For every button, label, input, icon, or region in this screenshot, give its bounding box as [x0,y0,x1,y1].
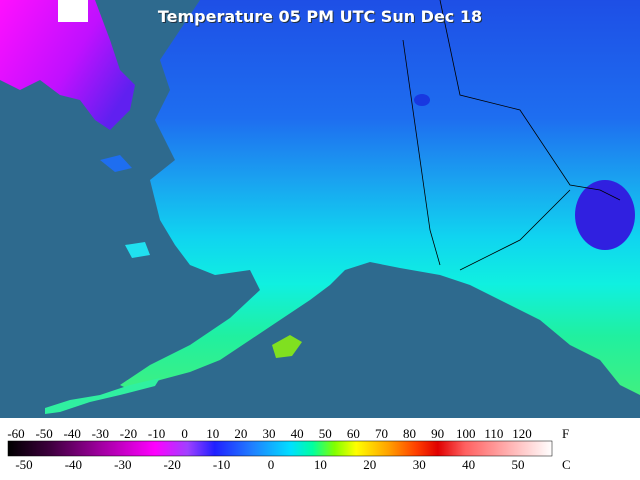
celsius-label: -10 [213,457,230,472]
fahrenheit-label: -50 [35,426,52,441]
celsius-label: -20 [164,457,181,472]
fahrenheit-label: 100 [456,426,476,441]
no-data [58,0,88,22]
fahrenheit-label: 40 [291,426,304,441]
fahrenheit-label: 0 [181,426,188,441]
unit-c: C [562,457,571,472]
celsius-label: 10 [314,457,327,472]
celsius-label: 50 [512,457,525,472]
title-shadow: Temperature 05 PM UTC Sun Dec 18 [159,8,483,27]
color-bar [7,440,553,457]
celsius-label: 0 [268,457,275,472]
celsius-label: -40 [65,457,82,472]
fahrenheit-label: 20 [234,426,247,441]
aleutians [45,378,160,414]
title: Temperature 05 PM UTC Sun Dec 18 [158,7,482,26]
fahrenheit-label: 70 [375,426,388,441]
alaska-canada [120,0,640,395]
unit-f: F [562,426,569,441]
fahrenheit-label: -40 [64,426,81,441]
kodiak [272,335,302,358]
fahrenheit-label: 90 [431,426,444,441]
celsius-label: 30 [413,457,426,472]
cold-pocket [575,180,635,250]
border [402,39,441,266]
fahrenheit-label: 50 [319,426,332,441]
fahrenheit-label: 110 [484,426,503,441]
celsius-label: -30 [114,457,131,472]
fahrenheit-label: -10 [148,426,165,441]
celsius-label: 40 [462,457,475,472]
celsius-label: 20 [363,457,376,472]
border [459,189,571,271]
fahrenheit-label: 60 [347,426,360,441]
siberia [0,0,135,130]
cold-pocket [414,94,430,106]
fahrenheit-label: -60 [7,426,24,441]
fahrenheit-label: 120 [512,426,532,441]
fahrenheit-label: 80 [403,426,416,441]
celsius-label: -50 [15,457,32,472]
fahrenheit-label: -20 [120,426,137,441]
island [125,242,150,258]
island [100,155,132,172]
fahrenheit-label: -30 [92,426,109,441]
border [439,0,621,201]
fahrenheit-label: 30 [263,426,276,441]
fahrenheit-label: 10 [206,426,219,441]
